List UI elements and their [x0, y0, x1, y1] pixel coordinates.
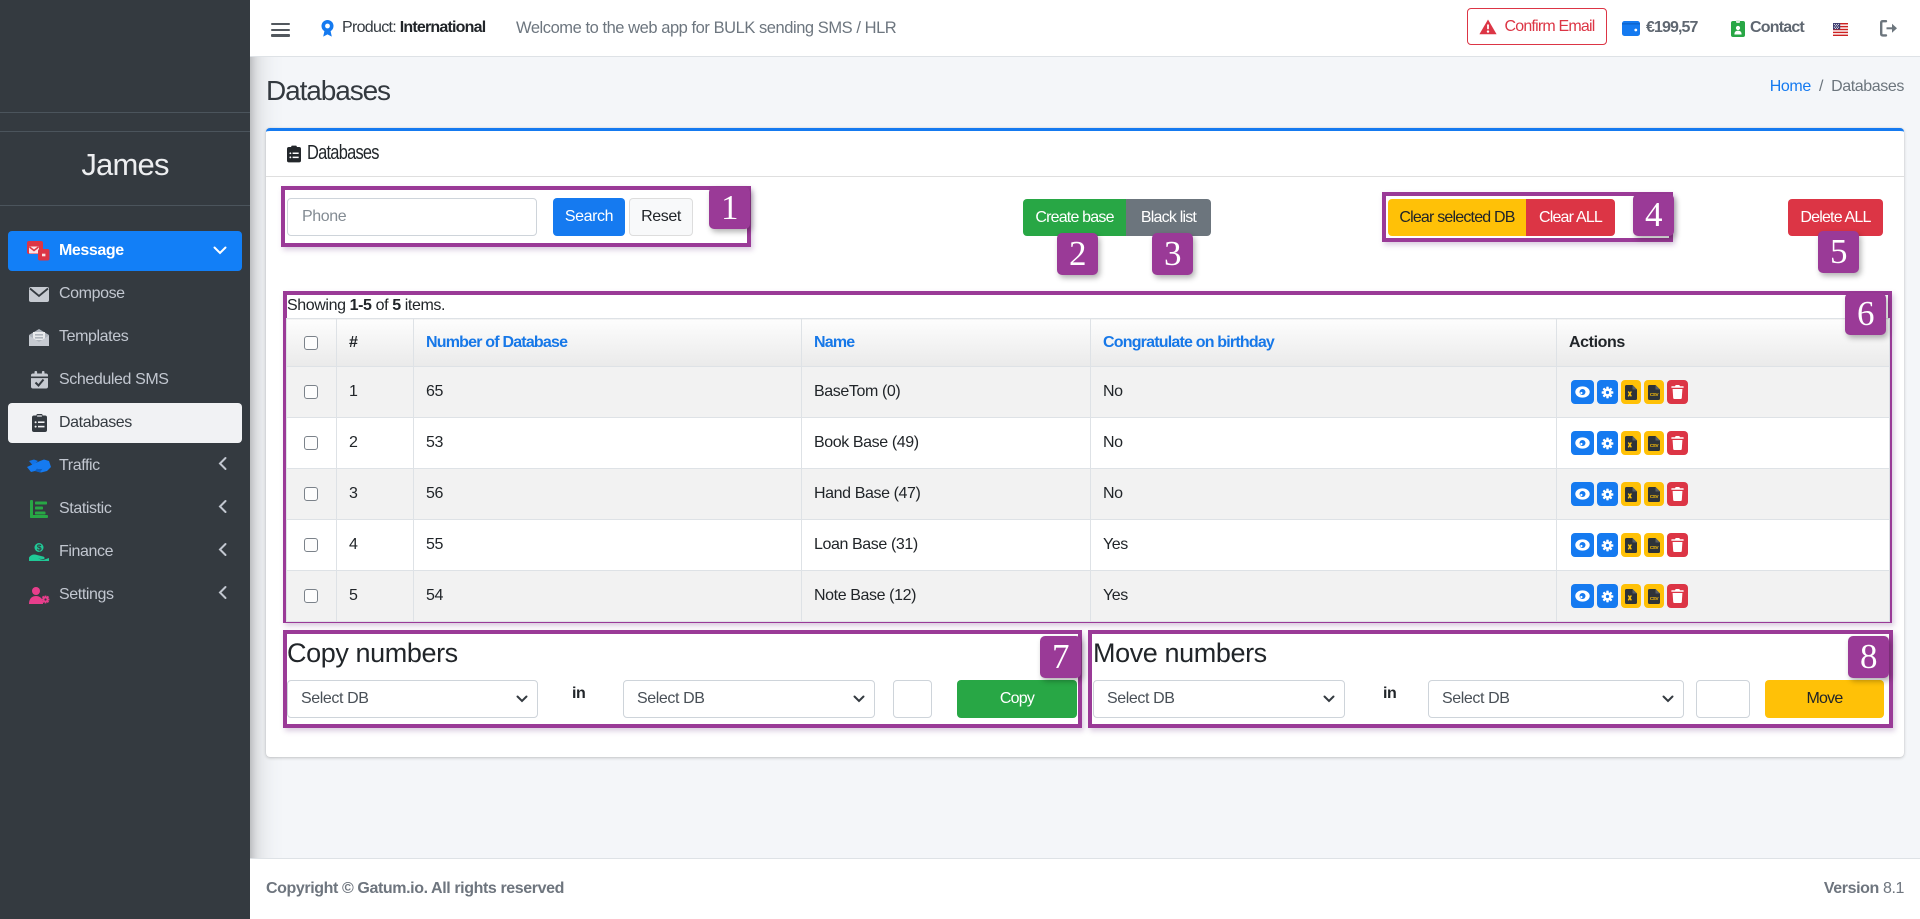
svg-text:$: $ — [37, 543, 42, 553]
svg-text:CSV: CSV — [1650, 595, 1660, 600]
svg-text:CSV: CSV — [1650, 493, 1660, 498]
svg-text:CSV: CSV — [1650, 391, 1660, 396]
svg-text:CSV: CSV — [1650, 442, 1660, 447]
svg-text:CSV: CSV — [1650, 544, 1660, 549]
